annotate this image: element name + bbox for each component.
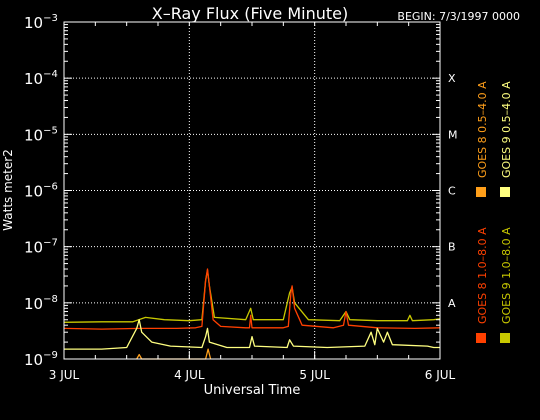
begin-label: BEGIN: 7/3/1997 0000 <box>397 10 520 23</box>
y-tick-label: 10−7 <box>24 238 58 257</box>
series-line-2 <box>136 348 212 360</box>
chart-title: X–Ray Flux (Five Minute) <box>152 4 348 23</box>
flare-class-label: B <box>448 241 456 254</box>
legend-swatch <box>476 333 486 343</box>
legend-label: GOES 9 1.0–8.0 A <box>500 227 513 324</box>
legend: GOES 8 1.0–8.0 A GOES 8 0.5–4.0 A GOES 9 1… <box>476 81 513 343</box>
legend-label: GOES 9 0.5–4.0 A <box>500 81 513 178</box>
legend-label: GOES 8 1.0–8.0 A <box>476 227 489 324</box>
y-axis-label: Watts meter2 <box>1 149 15 231</box>
series-line-3 <box>63 269 441 323</box>
flare-class-label: A <box>448 297 456 310</box>
legend-swatch <box>476 187 486 197</box>
y-tick-label: 10−8 <box>24 294 58 313</box>
flare-class-label: C <box>448 185 456 198</box>
x-tick-label: 4 JUL <box>174 368 205 382</box>
legend-swatch <box>500 187 510 197</box>
axis-ticks: A B C M X 3 JUL 4 JUL 5 JUL 6 JUL 10−9 10−8 10−7 10−… <box>24 13 458 382</box>
x-axis-label: Universal Time <box>204 383 301 398</box>
x-tick-label: 3 JUL <box>49 368 80 382</box>
series-line-1 <box>63 268 441 330</box>
series-lines <box>63 268 441 360</box>
plot-frame <box>63 21 441 360</box>
y-tick-label: 10−9 <box>24 350 58 369</box>
y-tick-label: 10−6 <box>24 182 58 201</box>
x-tick-label: 5 JUL <box>299 368 330 382</box>
y-tick-label: 10−4 <box>24 69 58 88</box>
x-tick-label: 6 JUL <box>425 368 456 382</box>
legend-label: GOES 8 0.5–4.0 A <box>476 81 489 178</box>
flare-class-label: X <box>448 72 456 85</box>
y-tick-label: 10−5 <box>24 125 58 144</box>
flare-class-label: M <box>448 128 458 141</box>
grid-lines <box>64 22 440 359</box>
series-line-4 <box>64 319 440 350</box>
legend-swatch <box>500 333 510 343</box>
y-tick-label: 10−3 <box>24 13 58 32</box>
